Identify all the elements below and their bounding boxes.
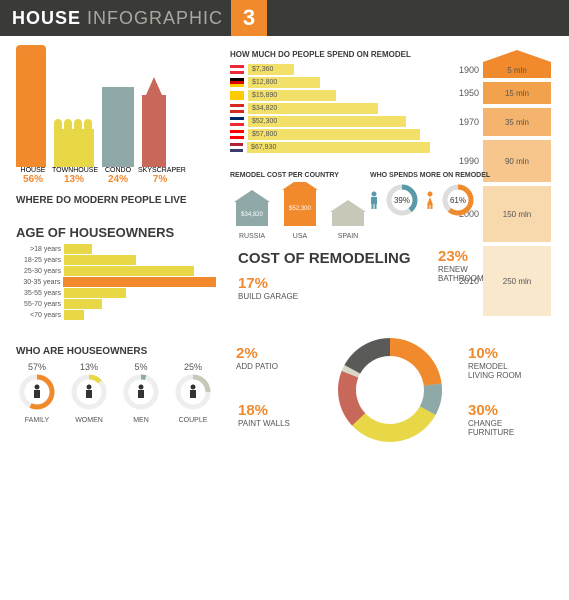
badge: 3 — [231, 0, 267, 36]
where-title: WHERE DO MODERN PEOPLE LIVE — [16, 195, 187, 206]
who-remodel-chart: 39% 61% — [370, 184, 474, 216]
cost-remodel-ring — [330, 330, 450, 450]
where-live-chart: HOUSE56% TOWNHOUSE13% CONDO24% SKYSCRAPE… — [16, 55, 216, 185]
title: HOUSE INFOGRAPHIC — [12, 8, 223, 29]
svg-text:$52,300: $52,300 — [289, 206, 311, 212]
svg-text:$34,820: $34,820 — [241, 212, 263, 218]
age-title: AGE OF HOUSEOWNERS — [16, 225, 174, 240]
rpc-chart: $34,820RUSSIA$52,300USASPAIN — [230, 182, 370, 240]
svg-text:39%: 39% — [394, 196, 410, 205]
household-growth-title: HOUSEHOLDGROWTH — [481, 8, 551, 34]
age-chart: >18 years18-25 years25-30 years30-35 yea… — [16, 244, 216, 321]
houseowners-chart: 57%FAMILY13%WOMEN5%MEN25%COUPLE — [16, 362, 214, 424]
who-remodel-title: WHO SPENDS MORE ON REMODEL — [370, 172, 490, 179]
remodel-title: HOW MUCH DO PEOPLE SPEND ON REMODEL — [230, 50, 411, 59]
cost-remodel-title: COST OF REMODELING — [238, 250, 411, 267]
houseowners-title: WHO ARE HOUSEOWNERS — [16, 346, 147, 357]
rpc-title: REMODEL COST PER COUNTRY — [230, 172, 339, 179]
svg-text:61%: 61% — [450, 196, 466, 205]
remodel-bars: $7,360$12,800$15,890$34,820$52,300$57,80… — [230, 64, 430, 155]
